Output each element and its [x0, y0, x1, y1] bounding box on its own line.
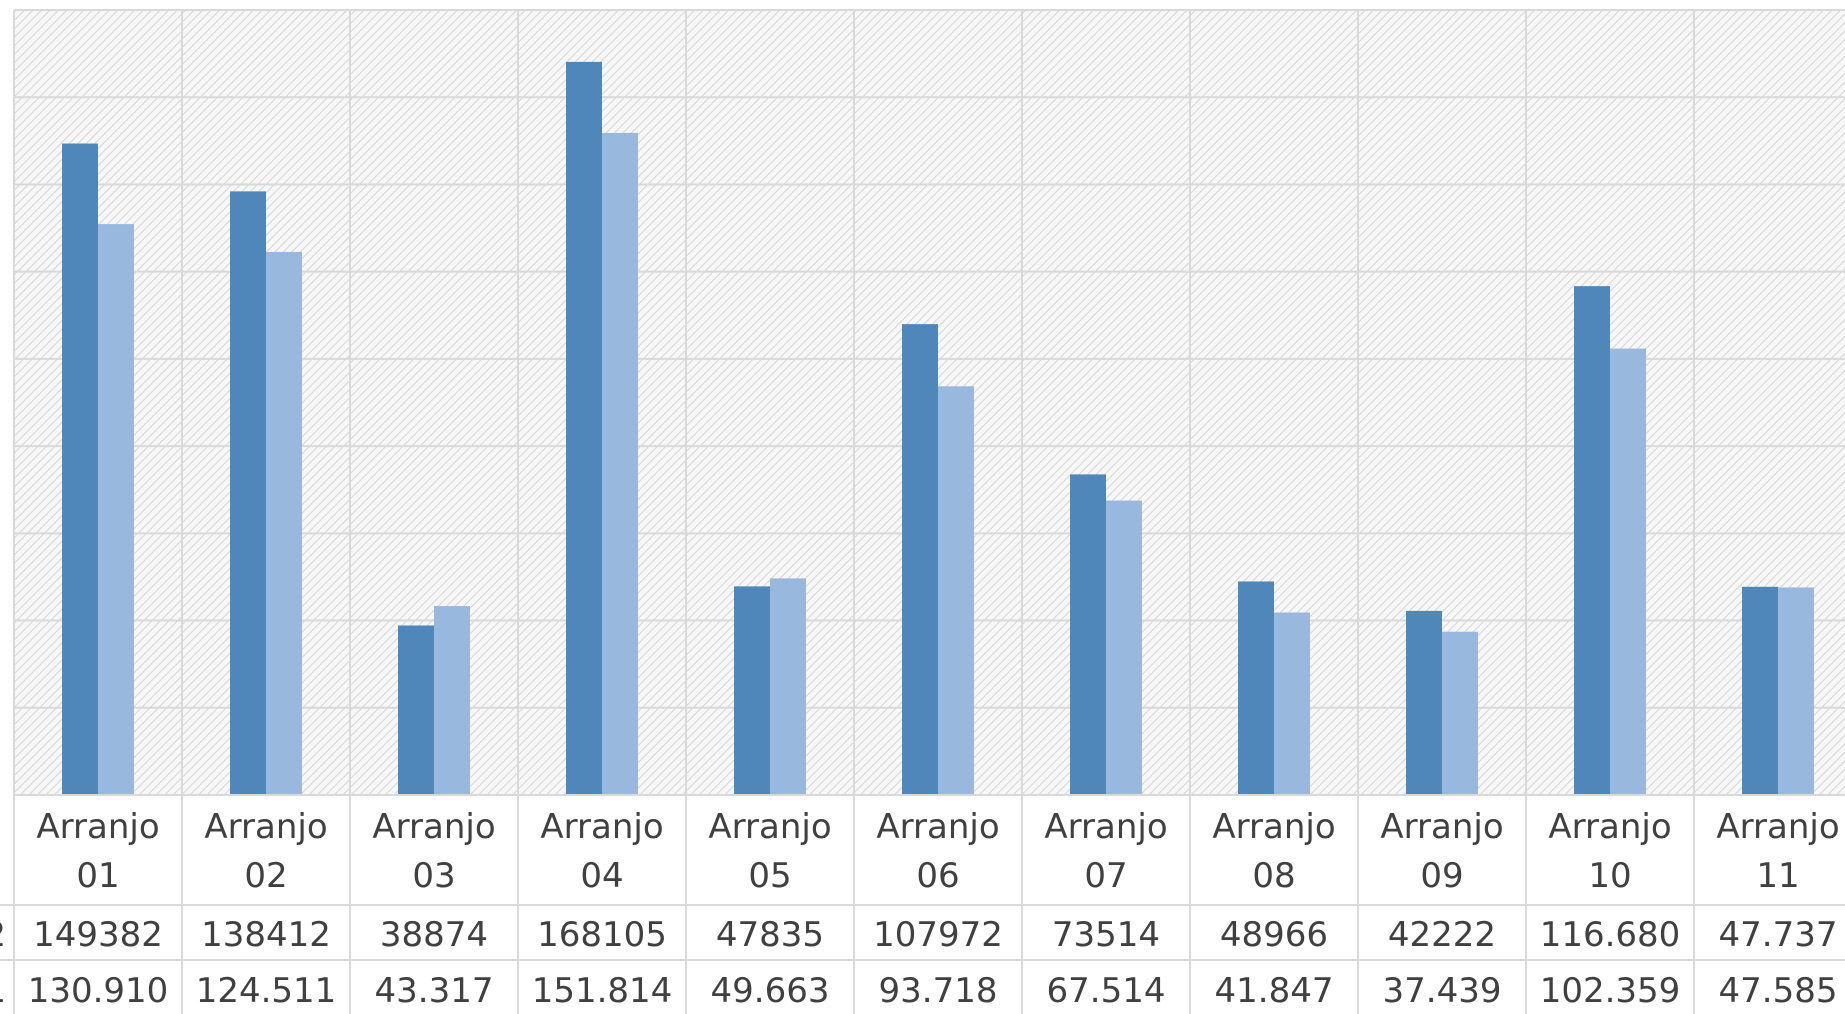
bar-series-1-7 [1070, 474, 1106, 795]
table-cell-value: 130.910 [28, 971, 169, 1011]
table-cell-value: 149382 [33, 915, 163, 955]
table-cell-value: 67.514 [1047, 971, 1166, 1011]
bar-series-2-6 [938, 386, 974, 795]
bar-series-1-6 [902, 324, 938, 795]
table-cell-value: 47.585 [1719, 971, 1838, 1011]
category-label: 02 [244, 856, 287, 896]
bar-series-2-8 [1274, 612, 1310, 795]
category-label: 06 [916, 856, 959, 896]
table-cell-value: 41.847 [1215, 971, 1334, 1011]
bar-series-2-11 [1778, 587, 1814, 795]
bar-series-2-5 [770, 578, 806, 795]
category-label: 05 [748, 856, 791, 896]
bars [62, 61, 1814, 796]
data-table: Arranjo 01 Arranjo 02 Arranjo 03 Arranjo 04 Arra… [0, 794, 1845, 1011]
table-cell-value: 102.359 [1540, 971, 1681, 1011]
category-label: 09 [1420, 856, 1463, 896]
table-cell-value: 93.718 [879, 971, 998, 1011]
category-label: Arranjo [1716, 807, 1839, 847]
bar-series-1-8 [1238, 581, 1274, 795]
category-label: Arranjo [204, 807, 327, 847]
table-cell-value: 43.317 [375, 971, 494, 1011]
table-cell-value: 42222 [1388, 915, 1496, 955]
category-label: Arranjo [372, 807, 495, 847]
category-label: Arranjo [540, 807, 663, 847]
bar-series-1-5 [734, 586, 770, 795]
category-label: 11 [1756, 856, 1799, 896]
bar-series-2-2 [266, 251, 302, 795]
table-cell-value: 73514 [1052, 915, 1160, 955]
bar-series-2-4 [602, 132, 638, 796]
legend-key-label: 2 [0, 915, 6, 955]
category-label: Arranjo [708, 807, 831, 847]
table-cell-value: 116.680 [1540, 915, 1681, 955]
bar-series-2-7 [1106, 500, 1142, 795]
bar-series-1-11 [1742, 586, 1778, 795]
bar-series-1-3 [398, 625, 434, 795]
category-label: Arranjo [1548, 807, 1671, 847]
bar-series-1-10 [1574, 286, 1610, 795]
gridlines [13, 9, 1845, 1014]
category-label: 04 [580, 856, 623, 896]
category-label: 03 [412, 856, 455, 896]
category-label: Arranjo [1044, 807, 1167, 847]
bar-series-1-9 [1406, 610, 1442, 795]
category-label: Arranjo [1212, 807, 1335, 847]
category-label: 08 [1252, 856, 1295, 896]
category-label: 07 [1084, 856, 1127, 896]
table-cell-value: 107972 [873, 915, 1003, 955]
bar-series-1-1 [62, 143, 98, 795]
bar-series-1-2 [230, 191, 266, 796]
category-label: 10 [1588, 856, 1631, 896]
bar-series-2-9 [1442, 631, 1478, 795]
table-cell-value: 47.737 [1719, 915, 1838, 955]
bar-series-2-1 [98, 224, 134, 796]
category-label: 01 [76, 856, 119, 896]
bar-series-2-10 [1610, 348, 1646, 795]
legend-key-label: 1 [0, 971, 6, 1011]
table-cell-value: 47835 [716, 915, 824, 955]
category-label: Arranjo [876, 807, 999, 847]
table-cell-value: 38874 [380, 915, 488, 955]
table-cell-value: 49.663 [711, 971, 830, 1011]
table-cell-value: 37.439 [1383, 971, 1502, 1011]
category-label: Arranjo [1380, 807, 1503, 847]
table-cell-value: 48966 [1220, 915, 1328, 955]
bar-series-1-4 [566, 61, 602, 795]
table-cell-value: 138412 [201, 915, 331, 955]
table-cell-value: 168105 [537, 915, 667, 955]
table-cell-value: 124.511 [196, 971, 337, 1011]
table-cell-value: 151.814 [532, 971, 673, 1011]
category-label: Arranjo [36, 807, 159, 847]
bar-series-2-3 [434, 606, 470, 795]
